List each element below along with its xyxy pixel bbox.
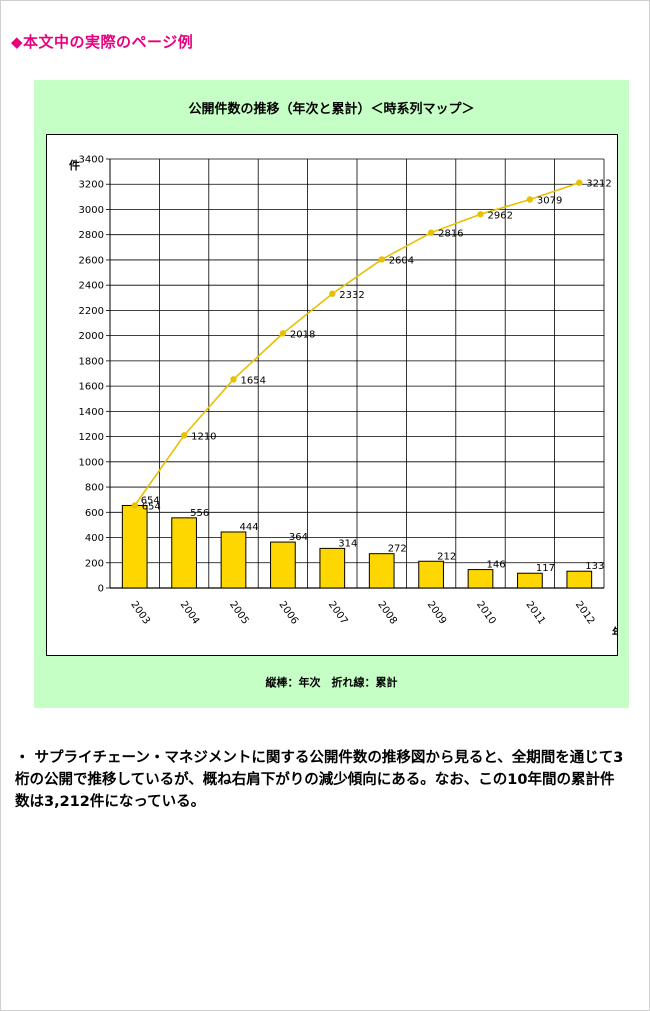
y-tick-label: 2400 xyxy=(79,281,104,292)
x-tick-label: 2003 xyxy=(128,599,152,626)
bar-value-label: 272 xyxy=(388,544,407,555)
x-tick-label: 2009 xyxy=(425,599,449,626)
line-value-label: 3079 xyxy=(537,196,562,207)
x-tick-label: 2012 xyxy=(573,599,597,626)
bar xyxy=(566,570,593,589)
y-tick-label: 2000 xyxy=(79,331,104,342)
bar-value-label: 133 xyxy=(585,561,604,572)
y-tick-label: 0 xyxy=(98,584,104,595)
chart-svg: 0 200 400 600 800 1000 1200 1400 1600 1800 2000 220… xyxy=(69,155,617,640)
y-tick-label: 800 xyxy=(85,483,104,494)
bar-value-label: 364 xyxy=(289,532,308,543)
line-value-label: 2962 xyxy=(488,210,513,221)
plot-frame: 0 200 400 600 800 1000 1200 1400 1600 1800 2000 220… xyxy=(46,134,618,656)
line-point xyxy=(378,256,385,263)
bar xyxy=(121,504,148,589)
bar-value-label: 146 xyxy=(487,560,506,571)
bar xyxy=(517,572,543,589)
chart-caption: 縦棒：年次 折れ線：累計 xyxy=(265,676,398,689)
x-tick-label: 2004 xyxy=(178,599,202,626)
bar xyxy=(467,569,494,589)
line-value-label: 1210 xyxy=(191,431,216,442)
y-tick-label: 200 xyxy=(85,558,104,569)
y-tick-label: 1000 xyxy=(79,457,104,468)
y-tick-label: 1200 xyxy=(79,432,104,443)
line-value-label: 3212 xyxy=(586,179,611,190)
x-tick-label: 2011 xyxy=(523,599,547,626)
y-tick-label: 400 xyxy=(85,533,104,544)
bar xyxy=(171,517,197,589)
page-heading: ◆本文中の実際のページ例 xyxy=(11,33,194,51)
y-tick-label: 3000 xyxy=(79,205,104,216)
line-point xyxy=(576,179,583,186)
line-value-label: 1654 xyxy=(241,375,266,386)
y-axis-label: 件 xyxy=(69,158,80,172)
chart-panel: 公開件数の推移（年次と累計）＜時系列マップ＞ 0 200 400 600 800 1000… xyxy=(34,80,629,708)
cumulative-line xyxy=(134,181,580,506)
line-point xyxy=(427,229,435,236)
x-tick-label: 2007 xyxy=(326,599,350,626)
y-tick-label: 2200 xyxy=(79,306,104,317)
y-tick-label: 600 xyxy=(85,508,104,519)
bar-value-label: 212 xyxy=(437,551,456,562)
x-tick-label: 2005 xyxy=(227,599,251,626)
bar-value-label: 556 xyxy=(190,508,209,519)
line-point xyxy=(279,330,287,337)
body-paragraph: ・ サプライチェーン・マネジメントに関する公開件数の推移図から見ると、全期間を通… xyxy=(15,750,624,810)
bar xyxy=(418,560,444,589)
bar xyxy=(270,541,296,589)
line-point xyxy=(131,502,138,509)
y-tick-label: 2800 xyxy=(79,230,104,241)
line-value-label: 2332 xyxy=(339,290,364,301)
bar-value-label: 314 xyxy=(338,538,357,549)
y-tick-label: 1400 xyxy=(79,407,104,418)
line-point xyxy=(526,196,534,203)
y-tick-label: 3200 xyxy=(79,180,104,191)
x-tick-label: 2010 xyxy=(474,599,498,626)
line-point xyxy=(329,290,336,297)
y-tick-label: 2600 xyxy=(79,255,104,266)
bar xyxy=(368,553,395,589)
line-value-label: 2018 xyxy=(290,329,315,340)
y-tick-label: 3400 xyxy=(79,155,104,166)
x-axis-label: 年 xyxy=(612,625,617,639)
line-point xyxy=(180,432,188,439)
y-tick-label: 1600 xyxy=(79,382,104,393)
x-tick-label: 2006 xyxy=(276,599,300,626)
bar xyxy=(220,531,247,589)
line-value-label: 2604 xyxy=(389,255,414,266)
bar-value-label: 117 xyxy=(536,563,555,574)
bar xyxy=(319,547,346,589)
line-value-label: 654 xyxy=(142,501,161,512)
bar-value-label: 444 xyxy=(240,522,259,533)
bar-value-label: 654 xyxy=(141,495,160,506)
chart-title: 公開件数の推移（年次と累計）＜時系列マップ＞ xyxy=(188,102,475,117)
line-value-label: 2816 xyxy=(438,229,463,240)
y-tick-label: 1800 xyxy=(79,356,104,367)
line-point xyxy=(230,376,237,383)
line-point xyxy=(477,211,484,218)
x-tick-label: 2008 xyxy=(375,599,399,626)
